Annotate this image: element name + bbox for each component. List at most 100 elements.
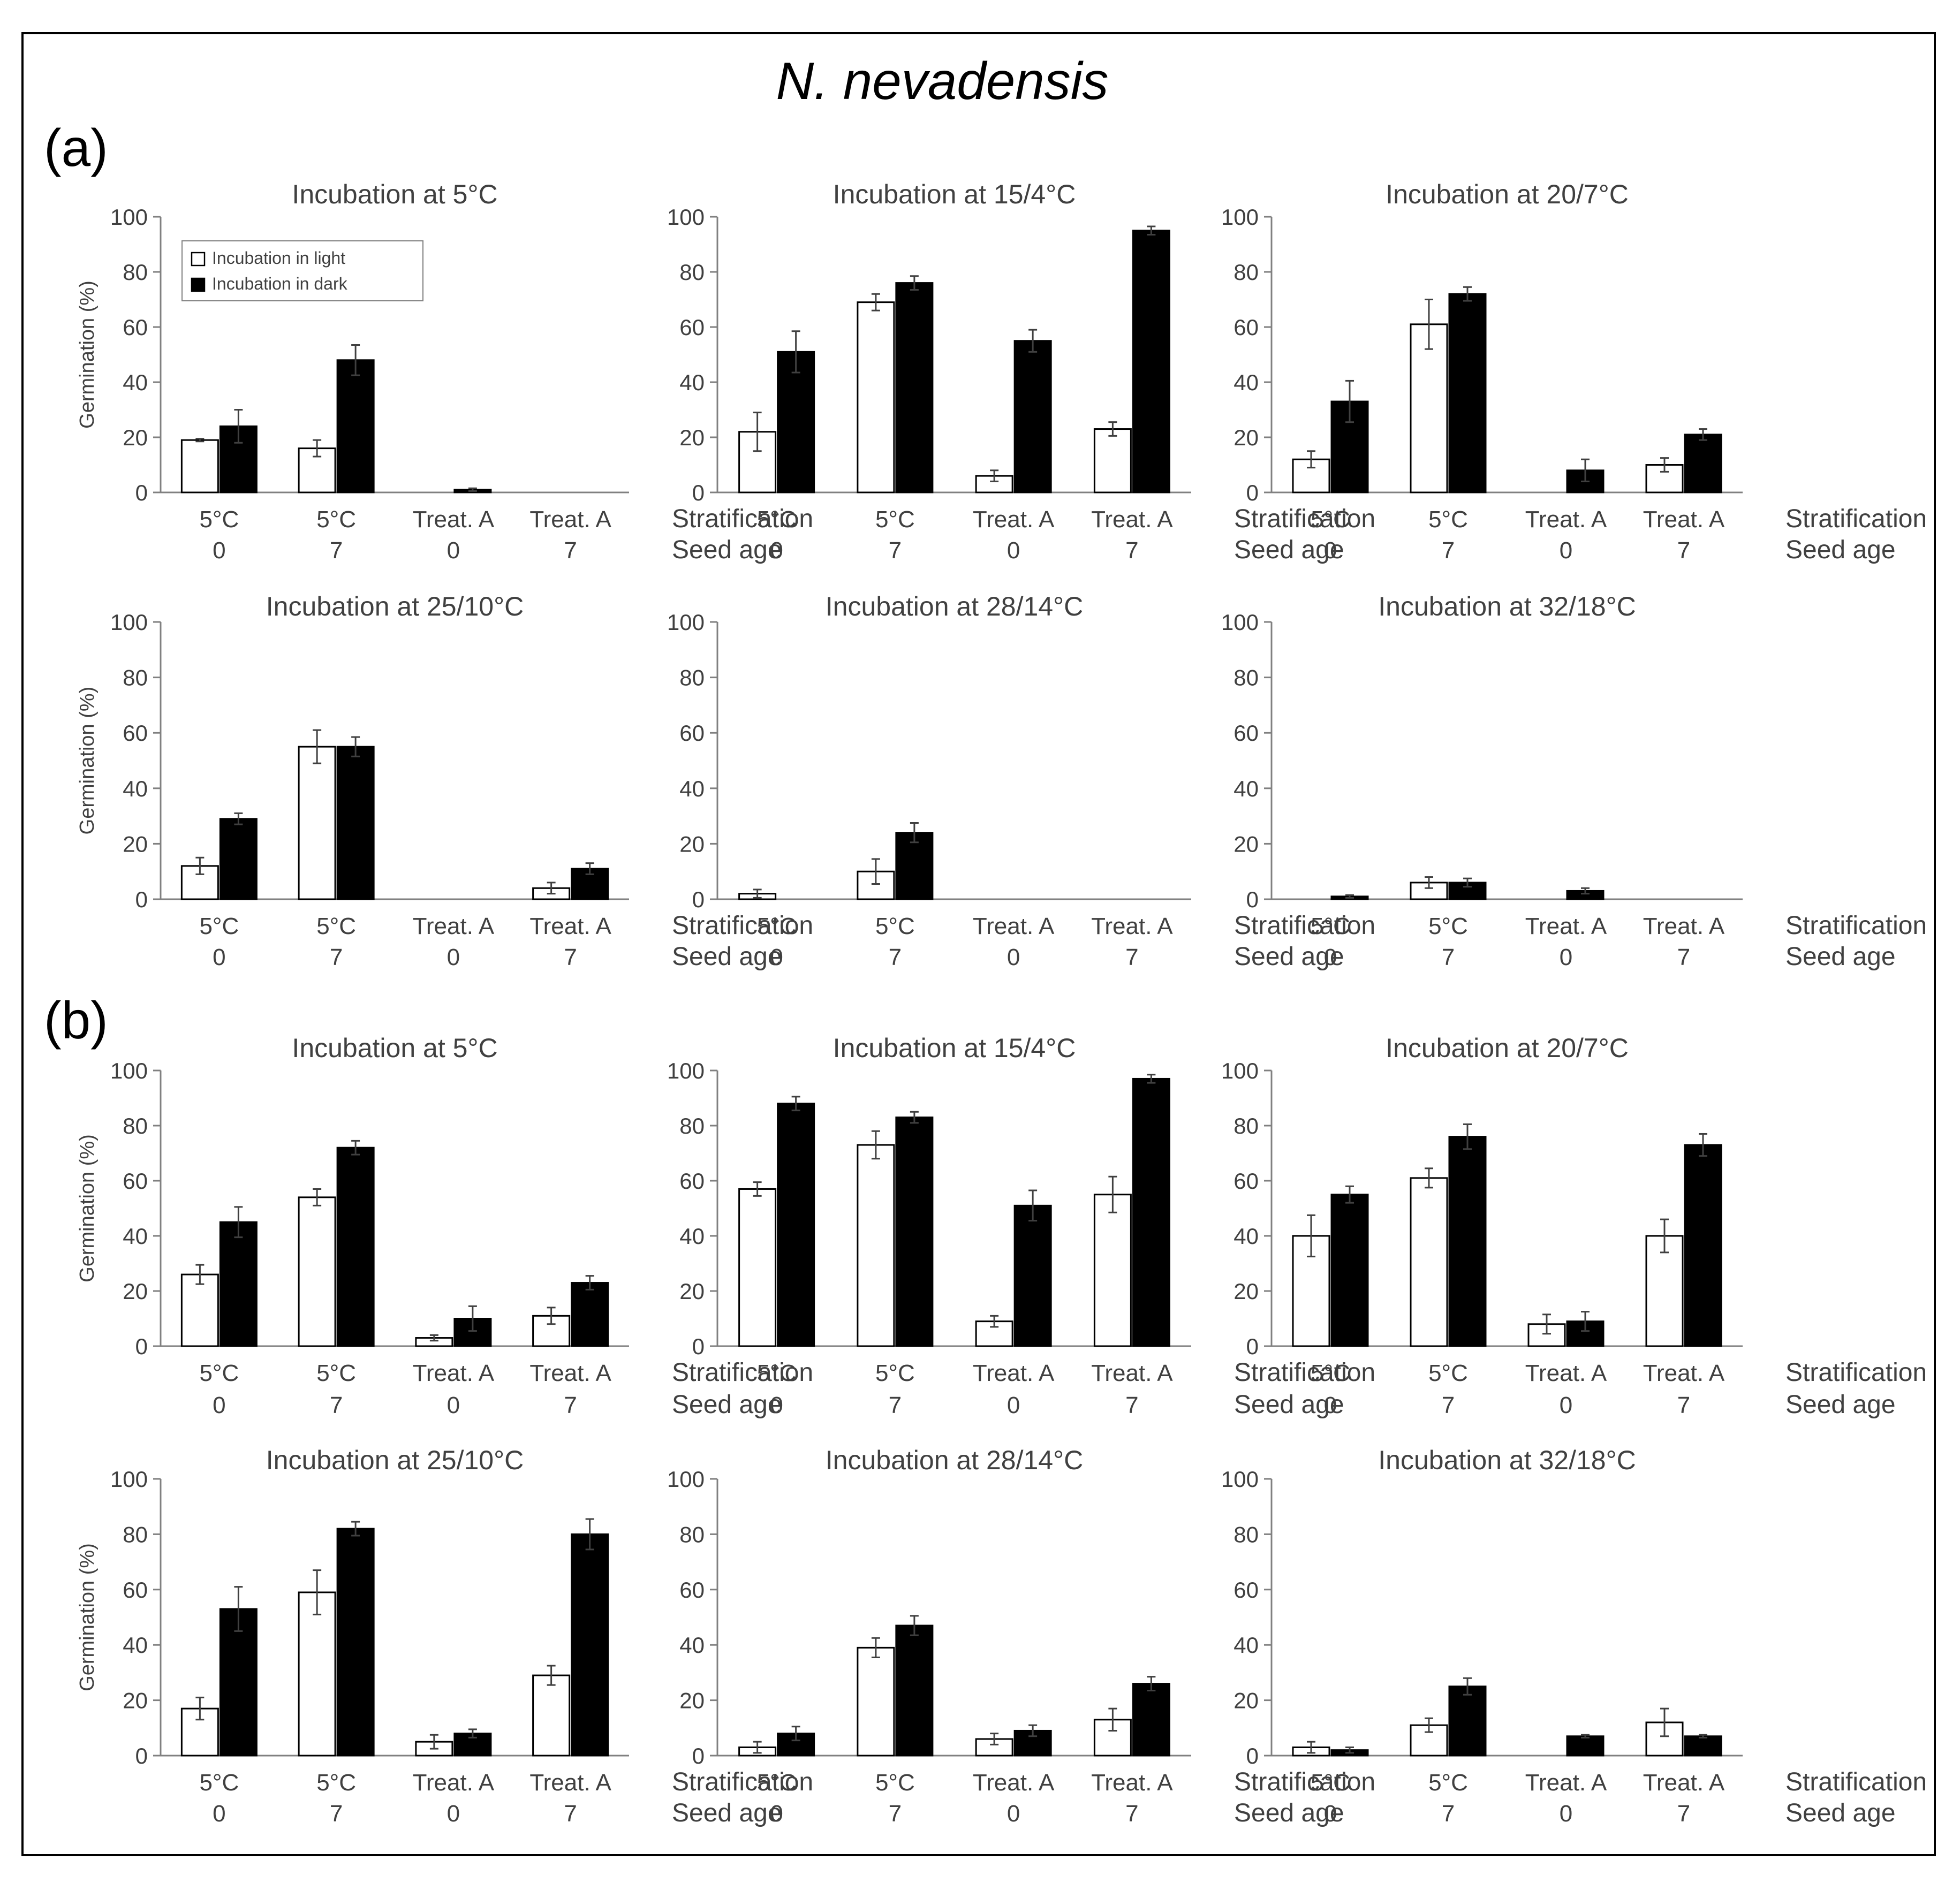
bar-dark	[895, 1117, 934, 1347]
bar-dark	[336, 746, 375, 900]
panel-label-b: (b)	[44, 991, 108, 1050]
x-seed-age-label: 7	[1677, 537, 1690, 564]
y-tick-label: 100	[110, 1467, 148, 1492]
chart-title: Incubation at 32/18°C	[1378, 1445, 1636, 1475]
error-bar	[195, 856, 205, 875]
y-tick-label: 0	[692, 887, 705, 912]
error-bar	[1307, 1741, 1315, 1754]
y-tick-label: 20	[679, 1688, 705, 1713]
y-tick-label: 40	[1233, 370, 1259, 395]
y-tick-label: 100	[1221, 1467, 1259, 1492]
y-tick-label: 20	[123, 425, 148, 450]
error-bar	[1581, 887, 1590, 895]
error-bar	[990, 1315, 999, 1328]
y-tick-label: 40	[679, 776, 705, 801]
x-seed-age-label: 0	[447, 1801, 460, 1827]
y-tick-label: 20	[123, 831, 148, 856]
bar-light	[298, 746, 336, 900]
bar-dark	[1448, 1136, 1487, 1347]
x-seed-age-label: 0	[1007, 1392, 1020, 1418]
y-tick-label: 0	[1246, 887, 1259, 912]
x-category-label: 5°C	[199, 1360, 239, 1386]
x-category-label: Treat. A	[1091, 1770, 1173, 1796]
x-seed-age-label: 7	[889, 944, 902, 970]
x-seed-age-label: 0	[1007, 1801, 1020, 1827]
x-seed-age-label: 7	[564, 944, 577, 970]
x-category-label: 5°C	[316, 506, 356, 533]
y-tick-label: 40	[1233, 776, 1259, 801]
y-tick-label: 20	[123, 1688, 148, 1713]
x-category-label: Treat. A	[529, 913, 611, 939]
error-bar	[1345, 894, 1354, 899]
y-tick-label: 80	[679, 1522, 705, 1547]
figure-border	[21, 32, 1936, 1856]
error-bar	[990, 1733, 999, 1745]
bar-light	[857, 301, 895, 493]
x-seed-age-label: 7	[1442, 537, 1455, 564]
y-tick-label: 40	[1233, 1224, 1259, 1249]
y-tick-label: 100	[110, 610, 148, 635]
y-tick-label: 80	[679, 665, 705, 690]
y-tick-label: 60	[679, 720, 705, 746]
legend: Incubation in light Incubation in dark	[181, 240, 423, 301]
bar-dark	[571, 1533, 609, 1757]
x-category-label: 5°C	[199, 506, 239, 533]
x-category-label: 5°C	[875, 1360, 915, 1386]
y-tick-label: 80	[123, 1522, 148, 1547]
chart-a-1: Incubation at 5°C 0 20 40 60 80 100 Germination…	[76, 179, 813, 564]
group-label-stratification: Stratification	[672, 1358, 813, 1387]
x-category-label: 5°C	[1428, 506, 1468, 533]
x-seed-age-label: 0	[447, 944, 460, 970]
y-tick-label: 0	[692, 480, 705, 505]
x-category-label: Treat. A	[1091, 913, 1173, 939]
group-label-seed-age: Seed age	[1785, 536, 1896, 564]
y-tick-label: 60	[123, 720, 148, 746]
y-tick-label: 60	[679, 1577, 705, 1603]
x-seed-age-label: 7	[1125, 537, 1138, 564]
error-bar	[351, 736, 360, 757]
x-seed-age-label: 0	[770, 1801, 783, 1827]
y-tick-label: 100	[1221, 204, 1259, 230]
bar-dark	[1330, 400, 1369, 493]
x-seed-age-label: 0	[1007, 944, 1020, 970]
group-label-stratification: Stratification	[672, 1768, 813, 1796]
error-bar	[1699, 428, 1707, 441]
y-tick-label: 40	[679, 1633, 705, 1658]
x-category-label: Treat. A	[1525, 506, 1607, 533]
error-bar	[1463, 877, 1472, 888]
y-tick-label: 60	[123, 315, 148, 340]
error-bar	[871, 858, 880, 885]
error-bar	[351, 1140, 360, 1156]
x-category-label: 5°C	[1311, 913, 1350, 939]
y-tick-label: 100	[667, 610, 705, 635]
chart-title: Incubation at 5°C	[292, 1033, 497, 1063]
error-bar	[1307, 1214, 1315, 1258]
error-bar	[195, 438, 205, 443]
error-bar	[429, 1734, 438, 1750]
error-bar	[1108, 421, 1117, 437]
x-seed-age-label: 0	[1560, 944, 1572, 970]
y-tick-label: 40	[679, 370, 705, 395]
error-bar	[468, 1728, 477, 1738]
y-tick-label: 60	[679, 315, 705, 340]
x-seed-age-label: 0	[1560, 1392, 1572, 1418]
y-tick-label: 60	[1233, 720, 1259, 746]
error-bar	[429, 1334, 438, 1342]
error-bar	[1581, 1311, 1590, 1332]
error-bar	[753, 889, 762, 899]
error-bar	[234, 1586, 243, 1632]
x-category-label: Treat. A	[1525, 1770, 1607, 1796]
y-tick-label: 100	[1221, 610, 1259, 635]
error-bar	[313, 729, 322, 764]
error-bar	[1581, 458, 1590, 482]
error-bar	[585, 862, 594, 875]
group-label-seed-age: Seed age	[1785, 1391, 1896, 1419]
x-seed-age-label: 7	[1677, 944, 1690, 970]
chart-title: Incubation at 5°C	[292, 179, 497, 209]
y-tick-label: 60	[679, 1168, 705, 1194]
chart-b-6: Incubation at 32/18°C 0 20 40 60 80 100 5°C 0 5°C…	[1221, 1445, 1927, 1827]
error-bar	[1425, 1717, 1433, 1733]
error-bar	[1699, 1734, 1707, 1738]
y-axis-label: Germination (%)	[76, 280, 99, 429]
